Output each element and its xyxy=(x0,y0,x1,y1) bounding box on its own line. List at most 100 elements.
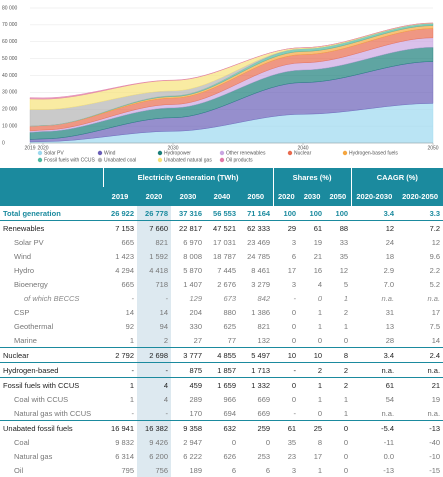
cell: 9.6 xyxy=(429,251,441,261)
legend-swatch xyxy=(219,157,225,163)
cell: 29 xyxy=(273,220,300,235)
cell: 35 xyxy=(339,251,349,261)
cell: 7.0 xyxy=(383,279,395,289)
cell: - xyxy=(131,408,135,418)
header-cell xyxy=(0,187,103,206)
cell: -40 xyxy=(429,437,441,447)
cell: 61 xyxy=(351,377,398,392)
cell: 12 xyxy=(431,237,441,247)
cell: 1 592 xyxy=(137,249,171,263)
cell: - xyxy=(137,291,171,305)
cell: 966 xyxy=(223,394,236,404)
chart: 0 10 000 20 000 30 000 40 000 50 000 60 000 70 … xyxy=(2,5,439,163)
cell: 1 xyxy=(343,408,349,418)
legend-swatch xyxy=(157,157,163,163)
cell: 0 xyxy=(317,293,323,303)
cell: 259 xyxy=(239,420,274,435)
header-row: Electricity Generation (TWh) Shares (%) CA… xyxy=(0,168,443,187)
row-label: Wind xyxy=(14,251,32,261)
cell: 2 xyxy=(325,377,352,392)
cell: 2 792 xyxy=(103,347,137,363)
cell: 795 xyxy=(121,465,134,475)
column-header: 2019 xyxy=(103,187,137,206)
row-label: Hydrogen-based xyxy=(0,362,103,378)
table-row: Oil 795 756 189 6 6 3 1 0 -13 -15 xyxy=(0,463,443,477)
cell: - xyxy=(131,293,135,303)
cell: 0 xyxy=(291,335,297,345)
cell: -10 xyxy=(429,451,441,461)
x-tick-label: 2050 xyxy=(427,145,438,151)
cell: 9 426 xyxy=(137,435,171,449)
cell: 10 xyxy=(299,347,326,363)
cell: 17 xyxy=(313,451,323,461)
cell: 27 xyxy=(193,335,202,345)
cell: 4 418 xyxy=(137,263,171,277)
row-label: Geothermal xyxy=(14,321,54,331)
cell: 7 445 xyxy=(217,265,236,275)
cell: 61 xyxy=(273,420,300,435)
cell: 18 xyxy=(385,251,395,261)
row-label: Renewables xyxy=(0,220,103,235)
cell: 665 xyxy=(121,279,134,289)
y-tick-label: 0 xyxy=(2,140,5,146)
cell: 4 294 xyxy=(115,265,134,275)
cell: 0 xyxy=(343,335,349,345)
cell: 2 676 xyxy=(217,279,236,289)
cell: 23 469 xyxy=(247,237,271,247)
cell: 31 xyxy=(385,307,395,317)
cell: 1 xyxy=(299,377,326,392)
column-header: 2020-2050 xyxy=(397,187,443,206)
cell: 1 xyxy=(343,394,349,404)
cell: 17 xyxy=(287,265,297,275)
cell: 0 xyxy=(317,335,323,345)
cell: n.a. xyxy=(381,293,395,303)
cell: 880 xyxy=(223,307,236,317)
cell: 21 xyxy=(313,251,323,261)
header-row: 2019 2020 2030 2040 2050 2020 2030 2050 2020-203… xyxy=(0,187,443,206)
table-row: Natural gas with CCUS - -170 694 669-0 1 n.a. n… xyxy=(0,406,443,421)
cell: 2.9 xyxy=(383,265,395,275)
y-tick-label: 40 000 xyxy=(2,73,18,79)
cell: 3.3 xyxy=(429,208,441,218)
group-header: Electricity Generation (TWh) xyxy=(102,168,274,187)
column-header: 2020-2030 xyxy=(350,187,398,206)
table-row: Hydrogen-based - -875 1 857 1 713-2 2 n.a. n.a. xyxy=(0,362,443,378)
cell: 1 407 xyxy=(183,279,202,289)
cell: 0 xyxy=(325,420,352,435)
cell: 170 xyxy=(189,408,202,418)
cell: 2 xyxy=(137,333,171,348)
legend-swatch xyxy=(97,150,103,156)
legend-swatch xyxy=(97,157,103,163)
cell: n.a. xyxy=(427,408,441,418)
table-row: Unabated fossil fuels 16 941 16 382 9 358 63… xyxy=(0,420,443,435)
table-row: Natural gas 6 314 6 200 6 222 626 253 23 17 0 0.0… xyxy=(0,449,443,463)
cell: - xyxy=(137,362,171,378)
x-tick-label: 2020 xyxy=(37,145,48,151)
cell: n.a. xyxy=(351,362,398,378)
cell: 7.2 xyxy=(397,220,443,235)
cell: 132 xyxy=(257,335,271,345)
cell: 0 xyxy=(343,451,349,461)
cell: 10 xyxy=(273,347,300,363)
group-header: CAAGR (%) xyxy=(350,168,443,187)
cell: 17 xyxy=(431,307,441,317)
column-header: 2030 xyxy=(171,187,205,206)
cell: 7 660 xyxy=(137,220,171,235)
cell: 2 xyxy=(343,307,349,317)
cell: 694 xyxy=(223,408,236,418)
row-label: Hydro xyxy=(14,265,35,275)
cell: 0 xyxy=(231,437,236,447)
cell: - xyxy=(103,362,137,378)
row-label: Oil xyxy=(14,465,24,475)
area xyxy=(29,22,434,100)
table-row: Nuclear 2 792 2 698 3 777 4 855 5 497 10 10 8 3.4… xyxy=(0,347,443,363)
table-row: Wind 1 423 1 592 8 008 18 787 24 785 6 21 35 18 9.… xyxy=(0,249,443,263)
cell: 17 031 xyxy=(213,237,236,247)
cell: 26 922 xyxy=(111,208,134,218)
y-tick-label: 10 000 xyxy=(2,123,18,129)
cell: 756 xyxy=(137,463,171,477)
cell: 669 xyxy=(257,394,271,404)
cell: 2 xyxy=(325,362,352,378)
cell: 1 857 xyxy=(205,362,239,378)
